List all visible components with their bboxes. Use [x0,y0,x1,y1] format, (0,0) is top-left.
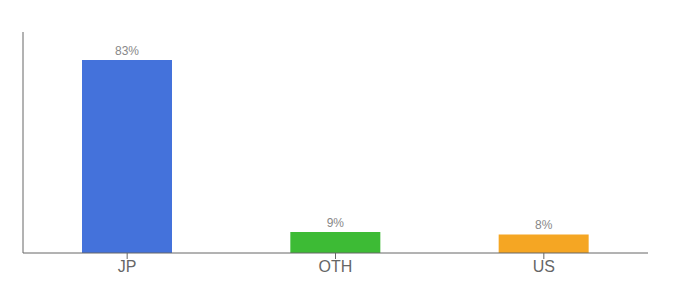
svg-text:JP: JP [118,258,137,275]
svg-text:9%: 9% [327,216,345,230]
svg-text:8%: 8% [535,218,553,232]
svg-text:US: US [533,258,555,275]
svg-text:83%: 83% [115,44,139,58]
svg-text:OTH: OTH [319,258,353,275]
